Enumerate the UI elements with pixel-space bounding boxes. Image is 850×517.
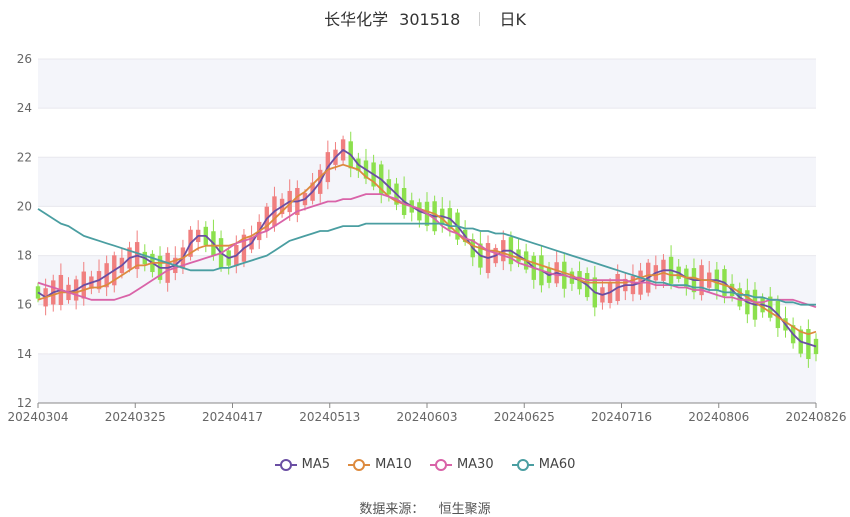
legend-symbol-ma60 (511, 458, 534, 471)
legend-item-ma30[interactable]: MA30 (429, 457, 494, 472)
legend-symbol-ma10 (348, 458, 371, 471)
source-label: 数据来源： (359, 502, 425, 517)
legend-label-ma5: MA5 (301, 457, 330, 472)
y-tick-label: 16 (17, 298, 32, 312)
y-tick-label: 24 (17, 101, 32, 115)
x-tick-label: 20240603 (396, 410, 457, 424)
y-tick-label: 14 (17, 347, 32, 361)
y-tick-label: 20 (17, 199, 32, 213)
x-tick-label: 20240304 (7, 410, 68, 424)
legend-item-ma5[interactable]: MA5 (274, 457, 330, 472)
x-tick-label: 20240716 (591, 410, 652, 424)
x-tick-label: 20240625 (494, 410, 555, 424)
legend: MA5 MA10 MA30 MA60 (0, 457, 850, 475)
x-tick-label: 20240826 (785, 410, 846, 424)
chart-title: 长华化学 301518 日K (0, 6, 850, 29)
x-tick-label: 20240417 (202, 410, 263, 424)
y-tick-label: 12 (17, 396, 32, 410)
legend-item-ma10[interactable]: MA10 (348, 457, 412, 472)
x-tick-label: 20240513 (299, 410, 360, 424)
title-divider (479, 12, 481, 26)
stock-name: 长华化学 (324, 10, 389, 29)
x-tick-label: 20240806 (688, 410, 749, 424)
ma-line-ma30 (37, 193, 817, 309)
y-tick-label: 18 (17, 249, 32, 263)
legend-label-ma10: MA10 (375, 457, 412, 472)
x-tick-label: 20240325 (105, 410, 166, 424)
legend-item-ma60[interactable]: MA60 (511, 457, 576, 472)
data-source: 数据来源： 恒生聚源 (0, 498, 850, 517)
source-value: 恒生聚源 (438, 502, 491, 517)
legend-label-ma30: MA30 (456, 457, 494, 472)
legend-symbol-ma30 (429, 458, 452, 471)
legend-label-ma60: MA60 (538, 457, 576, 472)
grid-band (38, 59, 816, 109)
y-tick-label: 26 (17, 52, 32, 66)
grid-band (38, 353, 816, 403)
legend-symbol-ma5 (274, 458, 297, 471)
stock-code: 301518 (399, 10, 461, 29)
ma-line-ma60 (37, 208, 816, 306)
y-tick-label: 22 (17, 150, 32, 164)
period-label: 日K (499, 10, 526, 29)
